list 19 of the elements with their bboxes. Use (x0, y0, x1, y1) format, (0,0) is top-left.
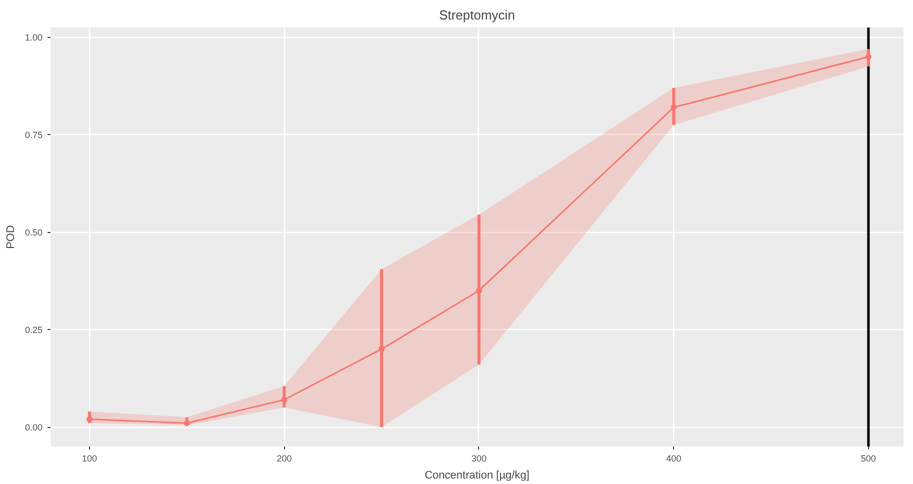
y-tick-label: 0.00 (24, 422, 43, 433)
point (86, 416, 92, 422)
x-tick-label: 100 (82, 454, 97, 464)
point (184, 420, 190, 426)
y-tick-label: 0.50 (24, 228, 43, 238)
x-tick-label: 400 (666, 454, 682, 464)
chart-title: Streptomycin (439, 8, 515, 22)
y-tick-label: 1.00 (24, 32, 43, 43)
x-tick-label: 500 (860, 454, 876, 464)
y-tick-label: 0.25 (24, 325, 43, 336)
x-axis-title: Concentration [µg/kg] (424, 470, 530, 482)
y-tick-label: 0.75 (24, 130, 43, 140)
point (670, 104, 677, 110)
point (476, 288, 482, 294)
x-tick-label: 200 (276, 454, 292, 464)
point (281, 396, 288, 403)
point (865, 54, 872, 60)
x-tick-label: 300 (471, 454, 486, 464)
y-axis-title: POD (4, 225, 17, 249)
